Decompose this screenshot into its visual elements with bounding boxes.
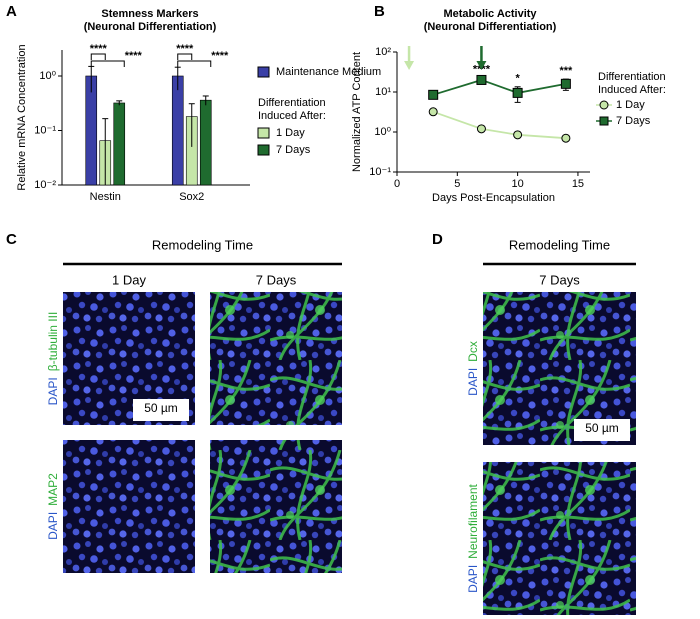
x-tick-label: Sox2	[179, 191, 204, 203]
arrowhead	[404, 61, 415, 70]
scale-bar-bg	[133, 399, 189, 421]
legend-label: 7 Days	[276, 144, 311, 156]
panel-header: Remodeling Time	[152, 237, 253, 252]
y-tick-label: 10⁻¹	[34, 124, 56, 136]
scale-bar-label: 50 µm	[585, 421, 619, 435]
y-tick-label: 10⁰	[374, 126, 391, 138]
row-label: DAPI MAP2	[46, 473, 60, 540]
micrograph-overlay	[210, 292, 342, 425]
series-line	[432, 110, 566, 140]
stain-label: β-tubulin III	[46, 312, 60, 372]
row-label: DAPI Neurofilament	[466, 483, 480, 592]
bar	[113, 102, 126, 186]
x-tick-label: Nestin	[90, 191, 121, 203]
chart-title: Metabolic Activity	[443, 8, 537, 20]
significance-label: ****	[473, 63, 491, 75]
legend-label: 1 Day	[616, 99, 645, 111]
stain-label: Dcx	[466, 341, 480, 362]
data-point	[560, 78, 571, 89]
micrograph-overlay	[483, 462, 636, 615]
chart-subtitle: (Neuronal Differentiation)	[424, 21, 557, 33]
significance-label: ****	[176, 43, 194, 55]
y-tick-label: 10⁰	[39, 70, 56, 82]
column-label: 1 Day	[112, 272, 146, 287]
significance-bracket	[90, 60, 125, 67]
micrograph	[63, 440, 195, 573]
y-axis-label: Normalized ATP Content	[351, 52, 363, 172]
legend-marker	[599, 116, 609, 126]
chart-title: Stemness Markers	[101, 8, 198, 20]
panel-label: B	[374, 3, 385, 20]
panel-label: C	[6, 231, 17, 248]
legend-title: Differentiation	[598, 71, 666, 83]
significance-label: ****	[125, 50, 143, 62]
y-tick-label: 10⁻¹	[369, 166, 391, 178]
legend-title: Induced After:	[258, 110, 326, 122]
arrowhead	[476, 61, 487, 70]
significance-label: ***	[559, 65, 573, 77]
significance-label: ****	[211, 50, 229, 62]
legend-marker	[599, 100, 609, 110]
legend-label: 7 Days	[616, 115, 651, 127]
bar	[199, 99, 212, 186]
data-point	[476, 74, 487, 85]
bar	[171, 75, 184, 186]
x-tick-label: 10	[512, 178, 524, 190]
significance-label: ****	[90, 43, 108, 55]
x-tick-label: 0	[394, 178, 400, 190]
x-axis-label: Days Post-Encapsulation	[432, 192, 555, 204]
y-tick-label: 10⁻²	[34, 179, 56, 191]
stain-label: Neurofilament	[466, 483, 480, 558]
legend-label: Maintenance Medium	[276, 66, 381, 78]
legend-swatch	[257, 66, 270, 78]
data-point	[428, 89, 439, 100]
y-tick-label: 10²	[375, 46, 391, 58]
x-tick-label: 5	[454, 178, 460, 190]
panel-label: D	[432, 231, 443, 248]
data-point	[476, 124, 486, 134]
data-point	[512, 87, 523, 98]
significance-bracket	[90, 53, 106, 60]
significance-bracket	[177, 53, 193, 60]
significance-bracket	[177, 60, 212, 67]
stain-label: DAPI	[466, 368, 480, 396]
x-tick-label: 15	[572, 178, 584, 190]
data-point	[513, 130, 523, 140]
panel-header: Remodeling Time	[509, 237, 610, 252]
significance-label: *	[515, 73, 520, 85]
scale-bar-label: 50 µm	[144, 401, 178, 415]
row-label: DAPI β-tubulin III	[46, 312, 60, 406]
micrograph-overlay	[210, 440, 342, 573]
legend-label: 1 Day	[276, 127, 305, 139]
chart-subtitle: (Neuronal Differentiation)	[84, 21, 217, 33]
legend-swatch	[257, 127, 270, 139]
stain-label: DAPI	[46, 512, 60, 540]
data-point	[561, 133, 571, 143]
row-label: DAPI Dcx	[466, 341, 480, 396]
data-point	[428, 107, 438, 117]
scale-bar-bg	[574, 419, 630, 441]
stain-label: DAPI	[466, 565, 480, 593]
column-label: 7 Days	[539, 272, 580, 287]
panel-label: A	[6, 3, 17, 20]
legend-title: Differentiation	[258, 97, 326, 109]
stain-label: DAPI	[46, 377, 60, 405]
legend-swatch	[257, 144, 270, 156]
y-axis-label: Relative mRNA Concentration	[16, 44, 28, 190]
series-line	[432, 79, 567, 96]
stain-label: MAP2	[46, 473, 60, 506]
column-label: 7 Days	[256, 272, 297, 287]
y-tick-label: 10¹	[375, 86, 391, 98]
legend-title: Induced After:	[598, 84, 666, 96]
